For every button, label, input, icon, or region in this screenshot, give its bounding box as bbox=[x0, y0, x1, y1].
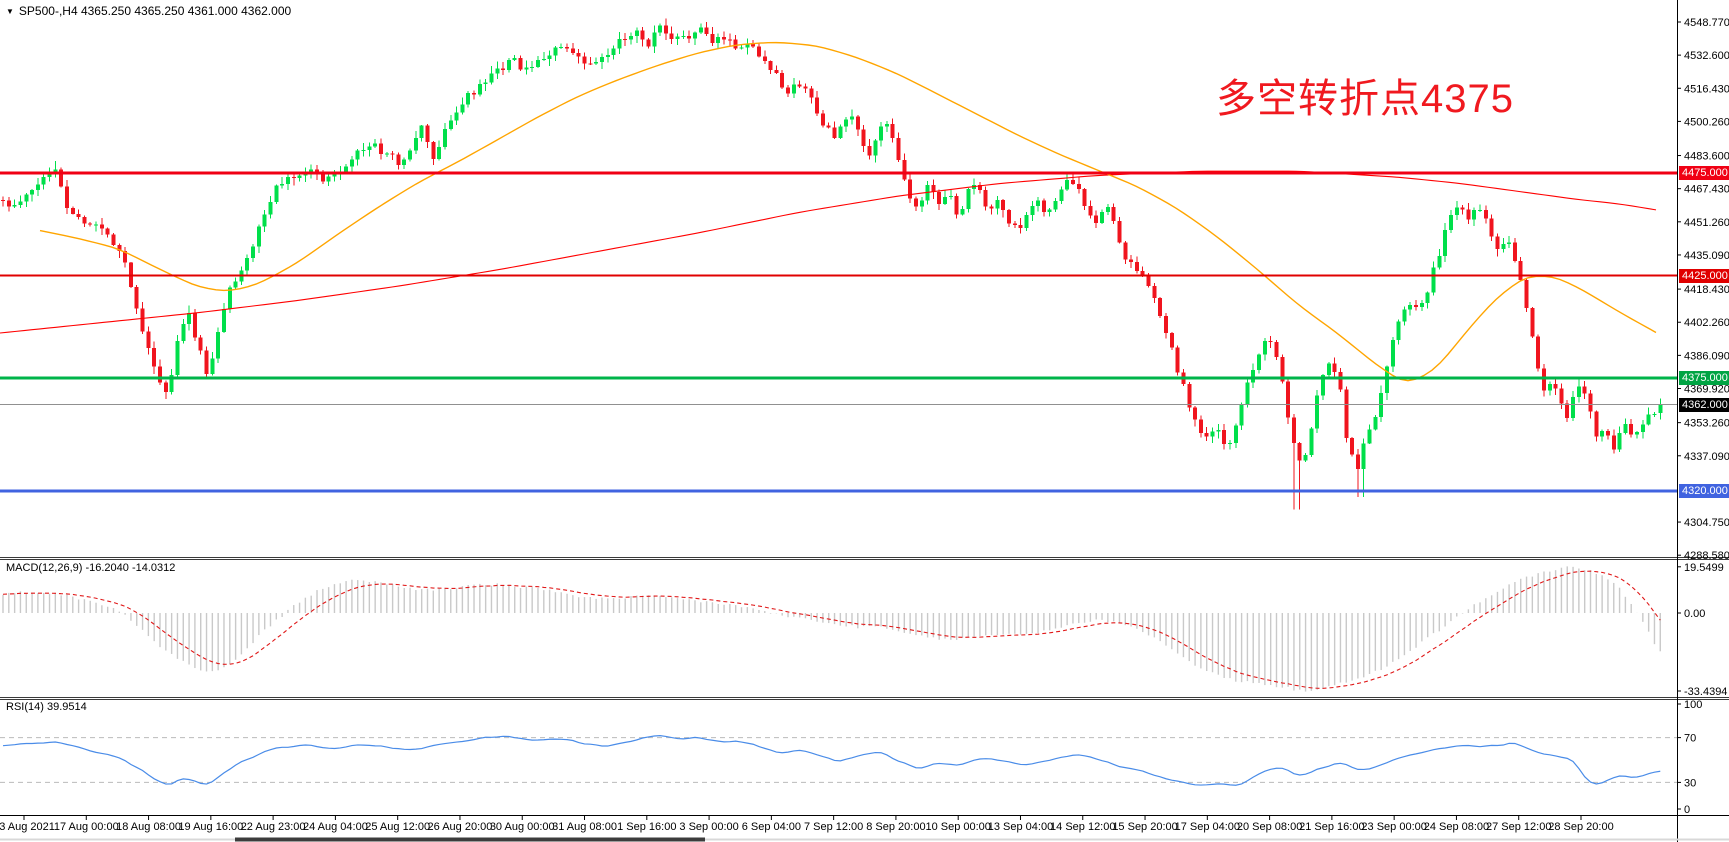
price-level-badge[interactable]: 4375.000 bbox=[1679, 371, 1729, 386]
ma-slow-red-line[interactable] bbox=[0, 170, 1657, 334]
svg-text:4369.920: 4369.920 bbox=[1684, 384, 1729, 396]
rsi-pane[interactable]: 100 70 30 0 bbox=[0, 699, 1702, 816]
svg-text:6 Sep 04:00: 6 Sep 04:00 bbox=[742, 821, 801, 833]
svg-text:4548.770: 4548.770 bbox=[1684, 17, 1729, 29]
svg-text:100: 100 bbox=[1684, 699, 1702, 711]
svg-text:30 Aug 00:00: 30 Aug 00:00 bbox=[490, 821, 555, 833]
svg-text:4304.750: 4304.750 bbox=[1684, 517, 1729, 529]
svg-text:1 Sep 16:00: 1 Sep 16:00 bbox=[617, 821, 676, 833]
svg-text:15 Sep 20:00: 15 Sep 20:00 bbox=[1112, 821, 1177, 833]
price-level-badge[interactable]: 4320.000 bbox=[1679, 483, 1729, 498]
price-level-badge[interactable]: 4362.000 bbox=[1679, 397, 1729, 412]
svg-text:4435.090: 4435.090 bbox=[1684, 250, 1729, 262]
svg-text:13 Aug 2021: 13 Aug 2021 bbox=[0, 821, 55, 833]
price-level-badge[interactable]: 4475.000 bbox=[1679, 166, 1729, 181]
macd-signal-line bbox=[2, 570, 1661, 689]
rsi-indicator-label: RSI(14) 39.9514 bbox=[6, 701, 87, 713]
price-axis[interactable]: 4548.770 4532.600 4516.430 4500.260 4483.600… bbox=[1677, 17, 1729, 562]
svg-text:0: 0 bbox=[1684, 804, 1690, 816]
svg-text:24 Aug 04:00: 24 Aug 04:00 bbox=[303, 821, 368, 833]
price-level-badge[interactable]: 4425.000 bbox=[1679, 268, 1729, 283]
svg-text:17 Aug 00:00: 17 Aug 00:00 bbox=[54, 821, 119, 833]
symbol-dropdown-icon[interactable]: ▼ bbox=[6, 7, 14, 16]
svg-text:4467.430: 4467.430 bbox=[1684, 184, 1729, 196]
svg-text:4353.260: 4353.260 bbox=[1684, 418, 1729, 430]
svg-text:31 Aug 08:00: 31 Aug 08:00 bbox=[552, 821, 617, 833]
chart-title: ▼ SP500-,H4 4365.250 4365.250 4361.000 43… bbox=[6, 4, 291, 18]
svg-text:13 Sep 04:00: 13 Sep 04:00 bbox=[988, 821, 1053, 833]
svg-text:19 Aug 16:00: 19 Aug 16:00 bbox=[178, 821, 243, 833]
svg-text:28 Sep 20:00: 28 Sep 20:00 bbox=[1548, 821, 1613, 833]
candlestick-series[interactable] bbox=[1, 18, 1663, 510]
svg-text:25 Aug 12:00: 25 Aug 12:00 bbox=[365, 821, 430, 833]
svg-text:-33.4394: -33.4394 bbox=[1684, 686, 1727, 698]
svg-text:0.00: 0.00 bbox=[1684, 608, 1705, 620]
svg-text:7 Sep 12:00: 7 Sep 12:00 bbox=[804, 821, 863, 833]
annotation-text: 多空转折点4375 bbox=[1216, 77, 1514, 121]
svg-text:4451.260: 4451.260 bbox=[1684, 217, 1729, 229]
svg-text:24 Sep 08:00: 24 Sep 08:00 bbox=[1424, 821, 1489, 833]
price-level-lines[interactable] bbox=[0, 171, 1677, 493]
svg-text:4532.600: 4532.600 bbox=[1684, 50, 1729, 62]
svg-text:4418.430: 4418.430 bbox=[1684, 284, 1729, 296]
ma-fast-orange-line[interactable] bbox=[39, 41, 1657, 382]
svg-text:3 Sep 00:00: 3 Sep 00:00 bbox=[679, 821, 738, 833]
svg-text:4386.090: 4386.090 bbox=[1684, 350, 1729, 362]
svg-text:20 Sep 08:00: 20 Sep 08:00 bbox=[1237, 821, 1302, 833]
svg-text:26 Aug 20:00: 26 Aug 20:00 bbox=[428, 821, 493, 833]
svg-text:4516.430: 4516.430 bbox=[1684, 83, 1729, 95]
svg-text:14 Sep 12:00: 14 Sep 12:00 bbox=[1050, 821, 1115, 833]
svg-text:21 Sep 16:00: 21 Sep 16:00 bbox=[1299, 821, 1364, 833]
macd-indicator-label: MACD(12,26,9) -16.2040 -14.0312 bbox=[6, 562, 176, 574]
symbol-ohlc-text: SP500-,H4 4365.250 4365.250 4361.000 436… bbox=[18, 4, 292, 18]
svg-text:4402.260: 4402.260 bbox=[1684, 317, 1729, 329]
svg-text:30: 30 bbox=[1684, 777, 1696, 789]
svg-text:27 Sep 12:00: 27 Sep 12:00 bbox=[1486, 821, 1551, 833]
svg-text:23 Sep 00:00: 23 Sep 00:00 bbox=[1361, 821, 1426, 833]
svg-text:4337.090: 4337.090 bbox=[1684, 451, 1729, 463]
svg-text:10 Sep 00:00: 10 Sep 00:00 bbox=[925, 821, 990, 833]
h-scrollbar-thumb[interactable] bbox=[235, 837, 705, 842]
svg-text:22 Aug 23:00: 22 Aug 23:00 bbox=[241, 821, 306, 833]
svg-text:8 Sep 20:00: 8 Sep 20:00 bbox=[866, 821, 925, 833]
svg-text:19.5499: 19.5499 bbox=[1684, 562, 1724, 574]
svg-text:18 Aug 08:00: 18 Aug 08:00 bbox=[116, 821, 181, 833]
svg-text:4288.580: 4288.580 bbox=[1684, 550, 1729, 562]
svg-text:4483.600: 4483.600 bbox=[1684, 151, 1729, 163]
svg-text:4500.260: 4500.260 bbox=[1684, 116, 1729, 128]
svg-text:70: 70 bbox=[1684, 733, 1696, 745]
rsi-line bbox=[2, 734, 1661, 786]
svg-text:17 Sep 04:00: 17 Sep 04:00 bbox=[1175, 821, 1240, 833]
macd-pane[interactable]: 19.5499 0.00 -33.4394 bbox=[2, 562, 1727, 698]
